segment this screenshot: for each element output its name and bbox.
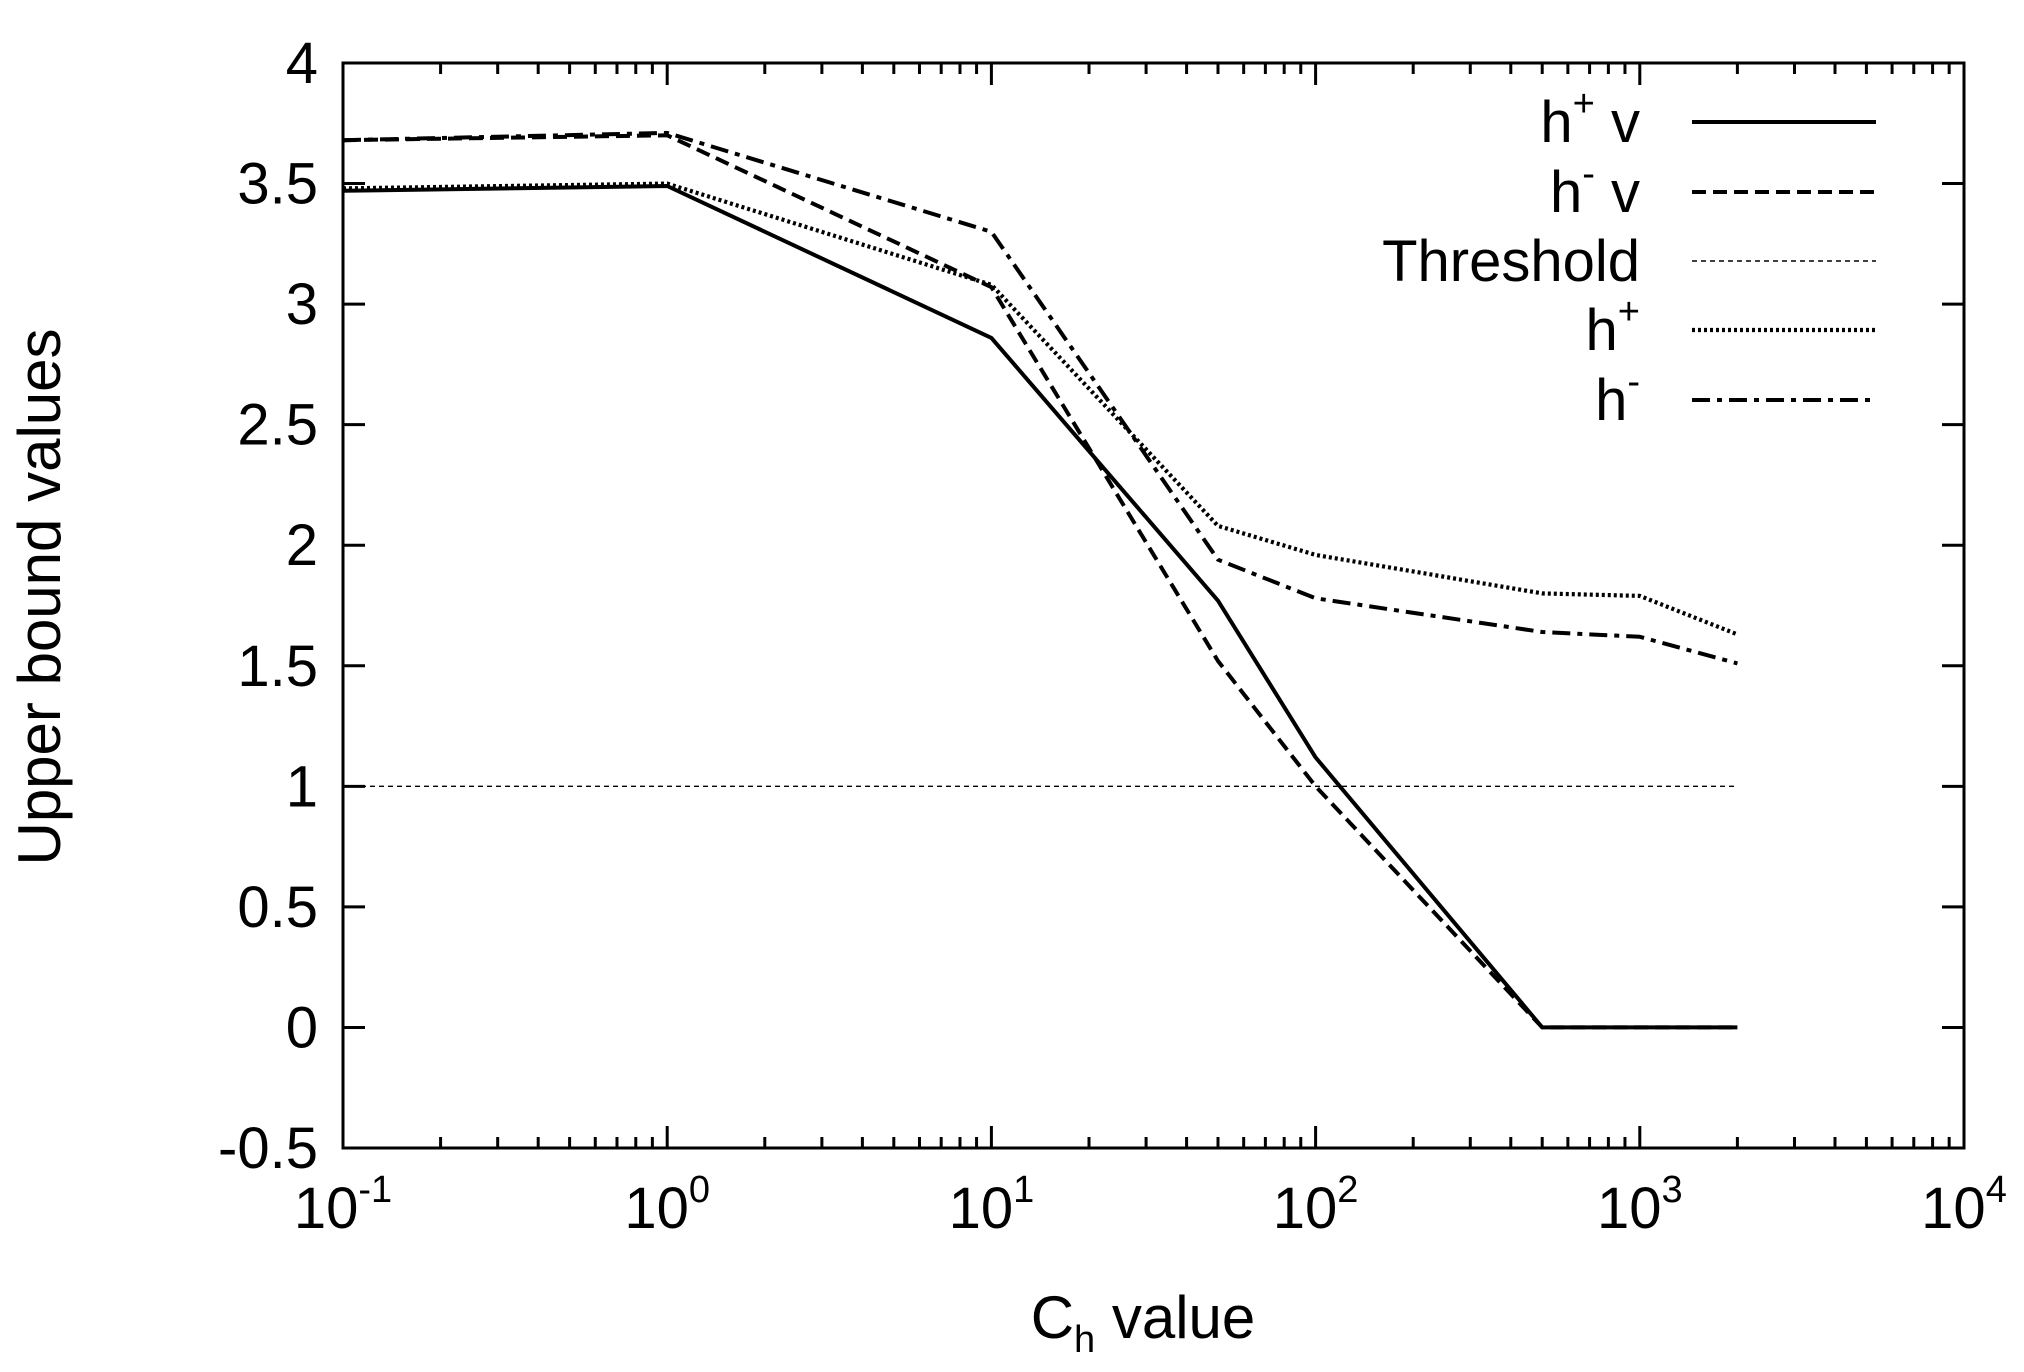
series-layer bbox=[342, 130, 1739, 1030]
x-tick-label: 102 bbox=[1273, 1169, 1359, 1241]
y-tick-label: 3.5 bbox=[237, 152, 318, 217]
legend-label-dashdot: h- bbox=[1595, 361, 1640, 433]
y-tick-label: 2.5 bbox=[237, 393, 318, 458]
legend-label-rest: v bbox=[1595, 90, 1640, 155]
x-tick-label-base: 10 bbox=[294, 1176, 359, 1241]
legend-label-base: h bbox=[1540, 90, 1572, 155]
x-tick-label: 100 bbox=[624, 1169, 710, 1241]
x-tick-label-base: 10 bbox=[624, 1176, 689, 1241]
legend-label-rest: v bbox=[1595, 160, 1640, 225]
x-axis-label-sub: h bbox=[1074, 1319, 1095, 1361]
x-axis-label-rest: value bbox=[1095, 1284, 1255, 1351]
legend-label-sup: - bbox=[1582, 153, 1595, 195]
x-tick-label-exp: 0 bbox=[689, 1169, 710, 1211]
legend-label-dashed: h- v bbox=[1550, 153, 1640, 225]
legend-label-sup: - bbox=[1627, 361, 1640, 403]
legend-label-base: Threshold bbox=[1382, 229, 1640, 294]
series-line-dashed bbox=[342, 133, 1738, 1030]
series-line-dotted bbox=[342, 181, 1739, 637]
x-tick-label-exp: 4 bbox=[1986, 1169, 2007, 1211]
x-tick-label-base: 10 bbox=[1597, 1176, 1662, 1241]
ticks-layer: 43.532.521.510.50-0.510-1 100 101 102 103 104 bbox=[218, 31, 2007, 1241]
legend-label-dotted: h+ bbox=[1586, 291, 1640, 363]
x-axis-label-base: C bbox=[1031, 1284, 1074, 1351]
legend-label-solid: h+ v bbox=[1540, 83, 1640, 155]
series-line-dashdot bbox=[342, 130, 1738, 666]
x-tick-label: 101 bbox=[949, 1169, 1035, 1241]
legend-label-base: h bbox=[1550, 160, 1582, 225]
y-tick-label: -0.5 bbox=[218, 1116, 318, 1181]
series-line-solid bbox=[342, 184, 1738, 1030]
x-tick-label-exp: 1 bbox=[1013, 1169, 1034, 1211]
x-tick-label: 10-1 bbox=[294, 1169, 392, 1241]
legend-label-threshold: Threshold bbox=[1382, 229, 1640, 294]
y-tick-label: 3 bbox=[286, 272, 318, 337]
x-tick-label-base: 10 bbox=[1273, 1176, 1338, 1241]
y-tick-label: 4 bbox=[286, 31, 318, 96]
legend-label-base: h bbox=[1595, 368, 1627, 433]
x-tick-label-exp: 2 bbox=[1337, 1169, 1358, 1211]
legend-label-base: h bbox=[1586, 298, 1618, 363]
x-tick-label-exp: -1 bbox=[358, 1169, 392, 1211]
y-tick-label: 1 bbox=[286, 754, 318, 819]
y-tick-label: 0 bbox=[286, 995, 318, 1060]
legend-label-sup: + bbox=[1573, 83, 1595, 125]
y-tick-label: 1.5 bbox=[237, 634, 318, 699]
y-tick-label: 0.5 bbox=[237, 875, 318, 940]
plot-frame bbox=[341, 61, 1966, 1150]
x-tick-label: 103 bbox=[1597, 1169, 1683, 1241]
y-axis-label: Upper bound values bbox=[6, 328, 73, 865]
x-tick-label: 104 bbox=[1921, 1169, 2007, 1241]
x-tick-label-base: 10 bbox=[949, 1176, 1014, 1241]
x-tick-label-exp: 3 bbox=[1661, 1169, 1682, 1211]
legend-label-sup: + bbox=[1618, 291, 1640, 333]
x-tick-label-base: 10 bbox=[1921, 1176, 1986, 1241]
x-axis-label: Ch value bbox=[1031, 1284, 1256, 1361]
y-tick-label: 2 bbox=[286, 513, 318, 578]
